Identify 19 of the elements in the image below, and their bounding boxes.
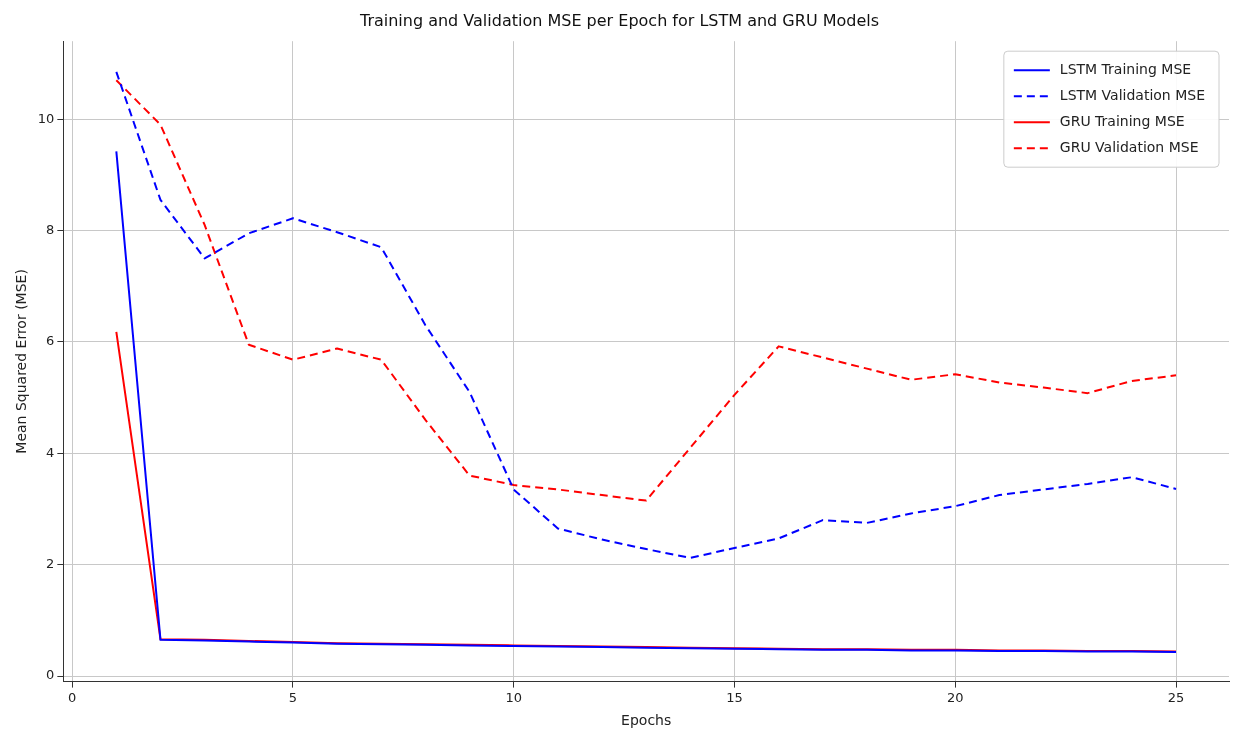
y-tick-label: 6 [46, 333, 55, 349]
y-axis-title: Mean Squared Error (MSE) [13, 269, 30, 454]
legend-label: LSTM Validation MSE [1059, 86, 1206, 103]
y-tick-label: 0 [46, 667, 55, 683]
x-tick-label: 15 [726, 689, 743, 705]
x-tick-label: 5 [288, 689, 298, 705]
legend-label: LSTM Training MSE [1059, 60, 1192, 77]
y-tick-label: 2 [46, 556, 55, 572]
y-tick-label: 8 [46, 221, 55, 237]
x-axis-title: Epochs [621, 712, 672, 729]
legend-label: GRU Training MSE [1059, 112, 1185, 129]
x-tick-label: 10 [505, 689, 522, 705]
legend-label: GRU Validation MSE [1059, 138, 1199, 155]
y-tick-label: 4 [46, 444, 55, 460]
x-tick-label: 20 [946, 689, 964, 705]
y-tick-label: 10 [37, 110, 55, 126]
x-tick-label: 0 [68, 689, 77, 705]
x-tick-label: 25 [1167, 689, 1185, 705]
chart-title: Training and Validation MSE per Epoch for LSTM and GRU Models [358, 10, 880, 30]
